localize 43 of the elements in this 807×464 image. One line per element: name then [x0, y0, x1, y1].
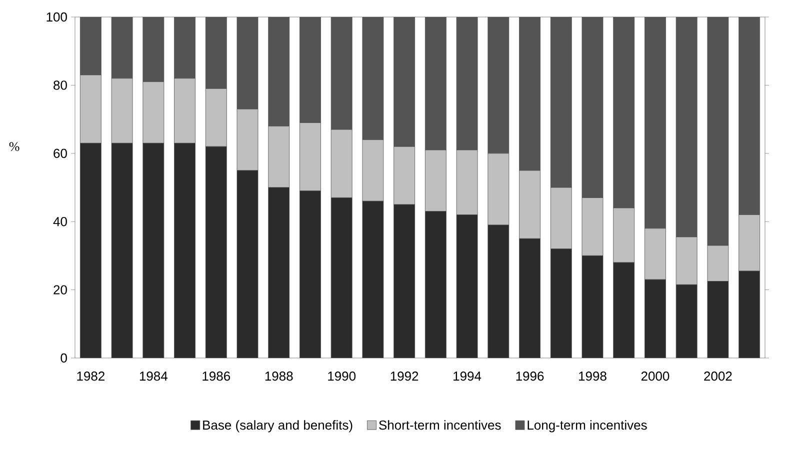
- bar: [738, 270, 760, 358]
- bar: [425, 211, 446, 358]
- x-tick-label: 1988: [265, 372, 293, 381]
- bar: [362, 201, 384, 358]
- bar: [300, 190, 321, 358]
- y-axis-title: %: [9, 142, 20, 151]
- bar: [394, 204, 415, 358]
- y-tick-label: 0: [60, 353, 67, 363]
- legend-label: Base (salary and benefits): [203, 420, 352, 432]
- bar: [268, 188, 290, 358]
- bar: [331, 198, 352, 358]
- bar: [644, 280, 666, 358]
- bar: [174, 143, 196, 358]
- x-tick-label: 2000: [641, 372, 670, 381]
- bar: [142, 143, 164, 358]
- bar: [676, 284, 698, 358]
- y-tick-label: 80: [54, 80, 67, 90]
- bar: [519, 238, 540, 358]
- bar: [237, 170, 258, 358]
- bar: [582, 256, 603, 358]
- x-tick-label: 1994: [454, 372, 482, 381]
- x-tick-label: 1982: [77, 372, 104, 381]
- bar: [707, 281, 728, 358]
- bar: [112, 143, 133, 358]
- legend-label: Short-term incentives: [379, 420, 501, 430]
- legend-label: Long-term incentives: [528, 420, 647, 432]
- y-tick-label: 100: [46, 12, 67, 22]
- x-tick-label: 1992: [390, 372, 418, 381]
- bar: [456, 214, 478, 358]
- y-tick-label: 40: [53, 216, 67, 226]
- x-tick-label: 1996: [516, 372, 544, 381]
- y-tick-label: 60: [54, 148, 67, 158]
- bar: [613, 262, 634, 358]
- x-tick-label: 1984: [140, 372, 168, 381]
- bar: [206, 146, 227, 358]
- x-tick-label: 1998: [579, 372, 606, 381]
- y-tick-label: 20: [54, 285, 67, 294]
- bar: [488, 225, 509, 358]
- x-tick-label: 1986: [202, 372, 230, 381]
- bar: [550, 248, 572, 358]
- x-tick-label: 1990: [328, 372, 356, 381]
- x-tick-label: 2002: [704, 372, 732, 381]
- bar: [80, 143, 102, 358]
